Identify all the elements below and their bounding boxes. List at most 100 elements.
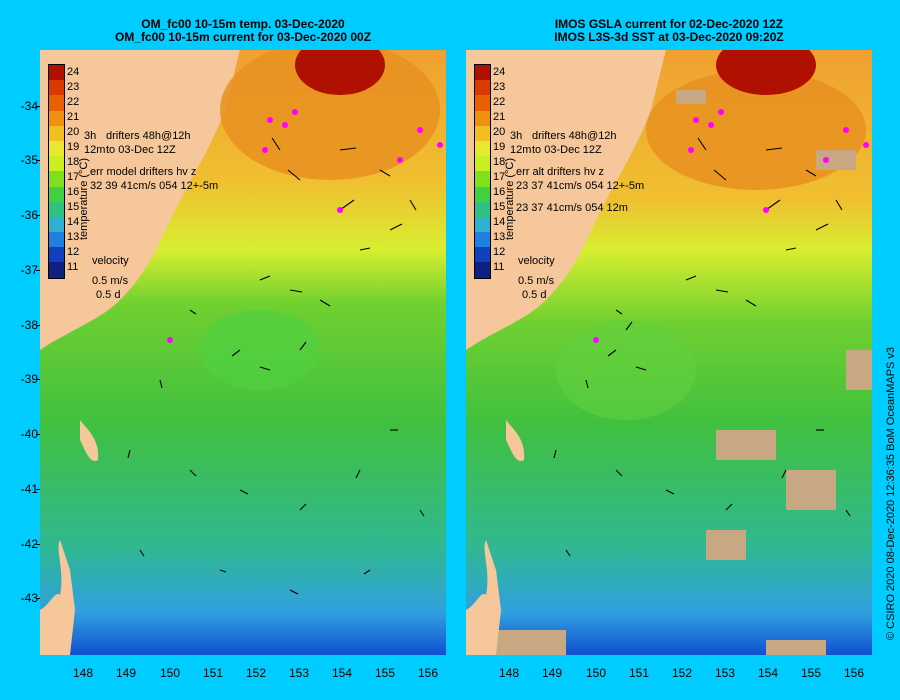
cbar-label: 15 bbox=[67, 201, 80, 213]
right-hot-core bbox=[716, 50, 816, 95]
lon-label: 151 bbox=[628, 666, 650, 680]
lon-label: 155 bbox=[374, 666, 396, 680]
cbar-label: 18 bbox=[67, 156, 80, 168]
cbar-label: 13 bbox=[67, 231, 80, 243]
cbar-label: 22 bbox=[493, 96, 506, 108]
left-legend-drifters: drifters 48h@12h bbox=[106, 130, 191, 142]
lat-label: -38 bbox=[20, 318, 38, 332]
right-tasmania bbox=[466, 540, 501, 655]
cbar-label: 15 bbox=[493, 201, 506, 213]
left-legend-to: to 03-Dec 12Z bbox=[106, 144, 176, 156]
lon-label: 148 bbox=[498, 666, 520, 680]
lat-label: -40 bbox=[20, 427, 38, 441]
lat-label: -35 bbox=[20, 153, 38, 167]
cbar-label: 12 bbox=[67, 246, 80, 258]
lat-label: -41 bbox=[20, 482, 38, 496]
right-title: IMOS GSLA current for 02-Dec-2020 12Z IM… bbox=[466, 18, 872, 44]
lon-label: 149 bbox=[541, 666, 563, 680]
lat-label: -42 bbox=[20, 537, 38, 551]
lon-label: 156 bbox=[843, 666, 865, 680]
cbar-label: 24 bbox=[493, 66, 506, 78]
left-velocity-time: 0.5 d bbox=[96, 289, 121, 301]
left-title: OM_fc00 10-15m temp. 03-Dec-2020 OM_fc00… bbox=[40, 18, 446, 44]
cbar-label: 22 bbox=[67, 96, 80, 108]
cbar-label: 21 bbox=[67, 111, 80, 123]
cbar-label: 16 bbox=[67, 186, 80, 198]
cbar-label: 16 bbox=[493, 186, 506, 198]
cbar-label: 17 bbox=[493, 171, 506, 183]
right-colorbar-title: temperature (°C) bbox=[504, 157, 516, 240]
lon-label: 152 bbox=[245, 666, 267, 680]
right-cloud-patches bbox=[486, 90, 872, 655]
cbar-label: 24 bbox=[67, 66, 80, 78]
cbar-label: 18 bbox=[493, 156, 506, 168]
lat-label: -36 bbox=[20, 208, 38, 222]
left-map-panel: 24 23 22 21 20 19 18 17 16 15 14 13 12 1… bbox=[40, 50, 446, 655]
cbar-label: 20 bbox=[493, 126, 506, 138]
right-green-eddy bbox=[556, 320, 696, 420]
right-title-line2: IMOS L3S-3d SST at 03-Dec-2020 09:20Z bbox=[554, 30, 784, 44]
left-legend-err-label: err model drifters hv z bbox=[90, 166, 197, 178]
lon-label: 155 bbox=[800, 666, 822, 680]
left-velocity-label: velocity bbox=[92, 255, 129, 267]
lat-label: -43 bbox=[20, 591, 38, 605]
left-velocity-scale: 0.5 m/s bbox=[92, 275, 129, 287]
credit-text: © CSIRO 2020 08-Dec-2020 12:36:35 BoM Oc… bbox=[885, 346, 897, 640]
right-island bbox=[506, 420, 525, 461]
right-legend-prefix-b: 12m bbox=[510, 144, 532, 156]
right-colorbar bbox=[474, 64, 491, 279]
lon-label: 148 bbox=[72, 666, 94, 680]
right-legend-err-label: err alt drifters hv z bbox=[516, 166, 605, 178]
lat-label: -37 bbox=[20, 263, 38, 277]
right-legend-err-values: 23 37 41cm/s 054 12+-5m bbox=[516, 180, 645, 192]
cbar-label: 14 bbox=[67, 216, 80, 228]
lon-label: 156 bbox=[417, 666, 439, 680]
lon-label: 153 bbox=[714, 666, 736, 680]
lon-label: 151 bbox=[202, 666, 224, 680]
left-arrows bbox=[127, 137, 425, 595]
cbar-label: 20 bbox=[67, 126, 80, 138]
right-title-line1: IMOS GSLA current for 02-Dec-2020 12Z bbox=[554, 17, 784, 31]
lat-label: -39 bbox=[20, 372, 38, 386]
lon-label: 149 bbox=[115, 666, 137, 680]
cbar-label: 12 bbox=[493, 246, 506, 258]
left-green-eddy bbox=[200, 310, 320, 390]
right-legend-to: to 03-Dec 12Z bbox=[532, 144, 602, 156]
cbar-label: 19 bbox=[493, 141, 506, 153]
right-map-svg bbox=[466, 50, 872, 655]
lon-label: 150 bbox=[585, 666, 607, 680]
cbar-label: 17 bbox=[67, 171, 80, 183]
left-colorbar bbox=[48, 64, 65, 279]
lon-label: 153 bbox=[288, 666, 310, 680]
lon-label: 154 bbox=[331, 666, 353, 680]
lat-label: -34 bbox=[20, 99, 38, 113]
right-velocity-label: velocity bbox=[518, 255, 555, 267]
left-colorbar-title: temperature (°C) bbox=[78, 157, 90, 240]
lon-label: 152 bbox=[671, 666, 693, 680]
left-tasmania bbox=[40, 540, 75, 655]
lon-label: 150 bbox=[159, 666, 181, 680]
right-drifters bbox=[593, 109, 869, 343]
cbar-label: 14 bbox=[493, 216, 506, 228]
left-map-svg bbox=[40, 50, 446, 655]
left-warm-eddy bbox=[220, 50, 440, 180]
cbar-label: 23 bbox=[493, 81, 506, 93]
right-map-panel: 24 23 22 21 20 19 18 17 16 15 14 13 12 1… bbox=[466, 50, 872, 655]
right-legend-drifters: drifters 48h@12h bbox=[532, 130, 617, 142]
left-hot-core bbox=[295, 50, 385, 95]
cbar-label: 19 bbox=[67, 141, 80, 153]
right-legend-prefix-a: 3h bbox=[510, 130, 523, 142]
left-legend-err-values: 32 39 41cm/s 054 12+-5m bbox=[90, 180, 219, 192]
left-title-line1: OM_fc00 10-15m temp. 03-Dec-2020 bbox=[141, 17, 345, 31]
left-drifters bbox=[167, 109, 443, 343]
left-title-line2: OM_fc00 10-15m current for 03-Dec-2020 0… bbox=[114, 30, 372, 44]
cbar-label: 21 bbox=[493, 111, 506, 123]
left-legend-prefix-b: 12m bbox=[84, 144, 106, 156]
cbar-label: 13 bbox=[493, 231, 506, 243]
cbar-label: 11 bbox=[493, 261, 505, 273]
right-velocity-time: 0.5 d bbox=[522, 289, 547, 301]
cbar-label: 23 bbox=[67, 81, 80, 93]
left-legend-prefix-a: 3h bbox=[84, 130, 97, 142]
lon-label: 154 bbox=[757, 666, 779, 680]
cbar-label: 11 bbox=[67, 261, 79, 273]
